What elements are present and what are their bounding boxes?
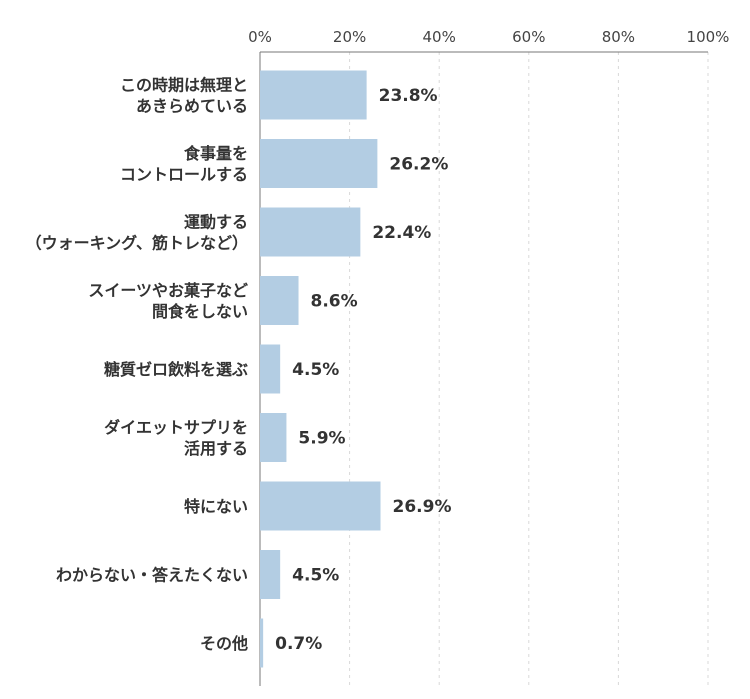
x-tick-label: 0% [248, 28, 272, 46]
category-label: 食事量を [183, 144, 248, 163]
category-label: ダイエットサプリを [104, 418, 248, 437]
category-label: コントロールする [120, 165, 248, 184]
category-label: 運動する [184, 213, 248, 232]
bar [260, 413, 287, 462]
bar [260, 207, 361, 257]
category-label: 糖質ゼロ飲料を選ぶ [104, 360, 248, 379]
category-label: あきらめている [136, 97, 248, 116]
category-label: 特にない [184, 497, 248, 516]
value-label: 23.8% [379, 86, 438, 106]
x-tick-label: 80% [602, 28, 635, 46]
value-label: 8.6% [311, 292, 358, 312]
bar [260, 344, 281, 394]
bar [260, 276, 299, 325]
x-tick-label: 20% [333, 28, 366, 46]
category-label: この時期は無理と [120, 76, 248, 95]
x-tick-label: 60% [512, 28, 545, 46]
category-label: スイーツやお菓子など [88, 281, 248, 300]
bar [260, 618, 264, 668]
x-tick-label: 40% [423, 28, 456, 46]
category-label: その他 [200, 634, 248, 653]
value-label: 4.5% [292, 360, 339, 380]
bar [260, 139, 378, 188]
bar [260, 70, 367, 120]
value-label: 0.7% [275, 634, 322, 654]
category-label: わからない・答えたくない [56, 566, 248, 585]
category-label: （ウォーキング、筋トレなど） [26, 234, 248, 253]
value-label: 26.9% [393, 497, 452, 517]
bar [260, 550, 281, 599]
category-label: 間食をしない [152, 302, 248, 321]
category-label: 活用する [184, 439, 248, 458]
bar [260, 481, 381, 531]
x-tick-label: 100% [687, 28, 730, 46]
value-label: 5.9% [298, 429, 345, 449]
value-label: 22.4% [372, 223, 431, 243]
value-label: 4.5% [292, 566, 339, 586]
value-label: 26.2% [389, 155, 448, 175]
